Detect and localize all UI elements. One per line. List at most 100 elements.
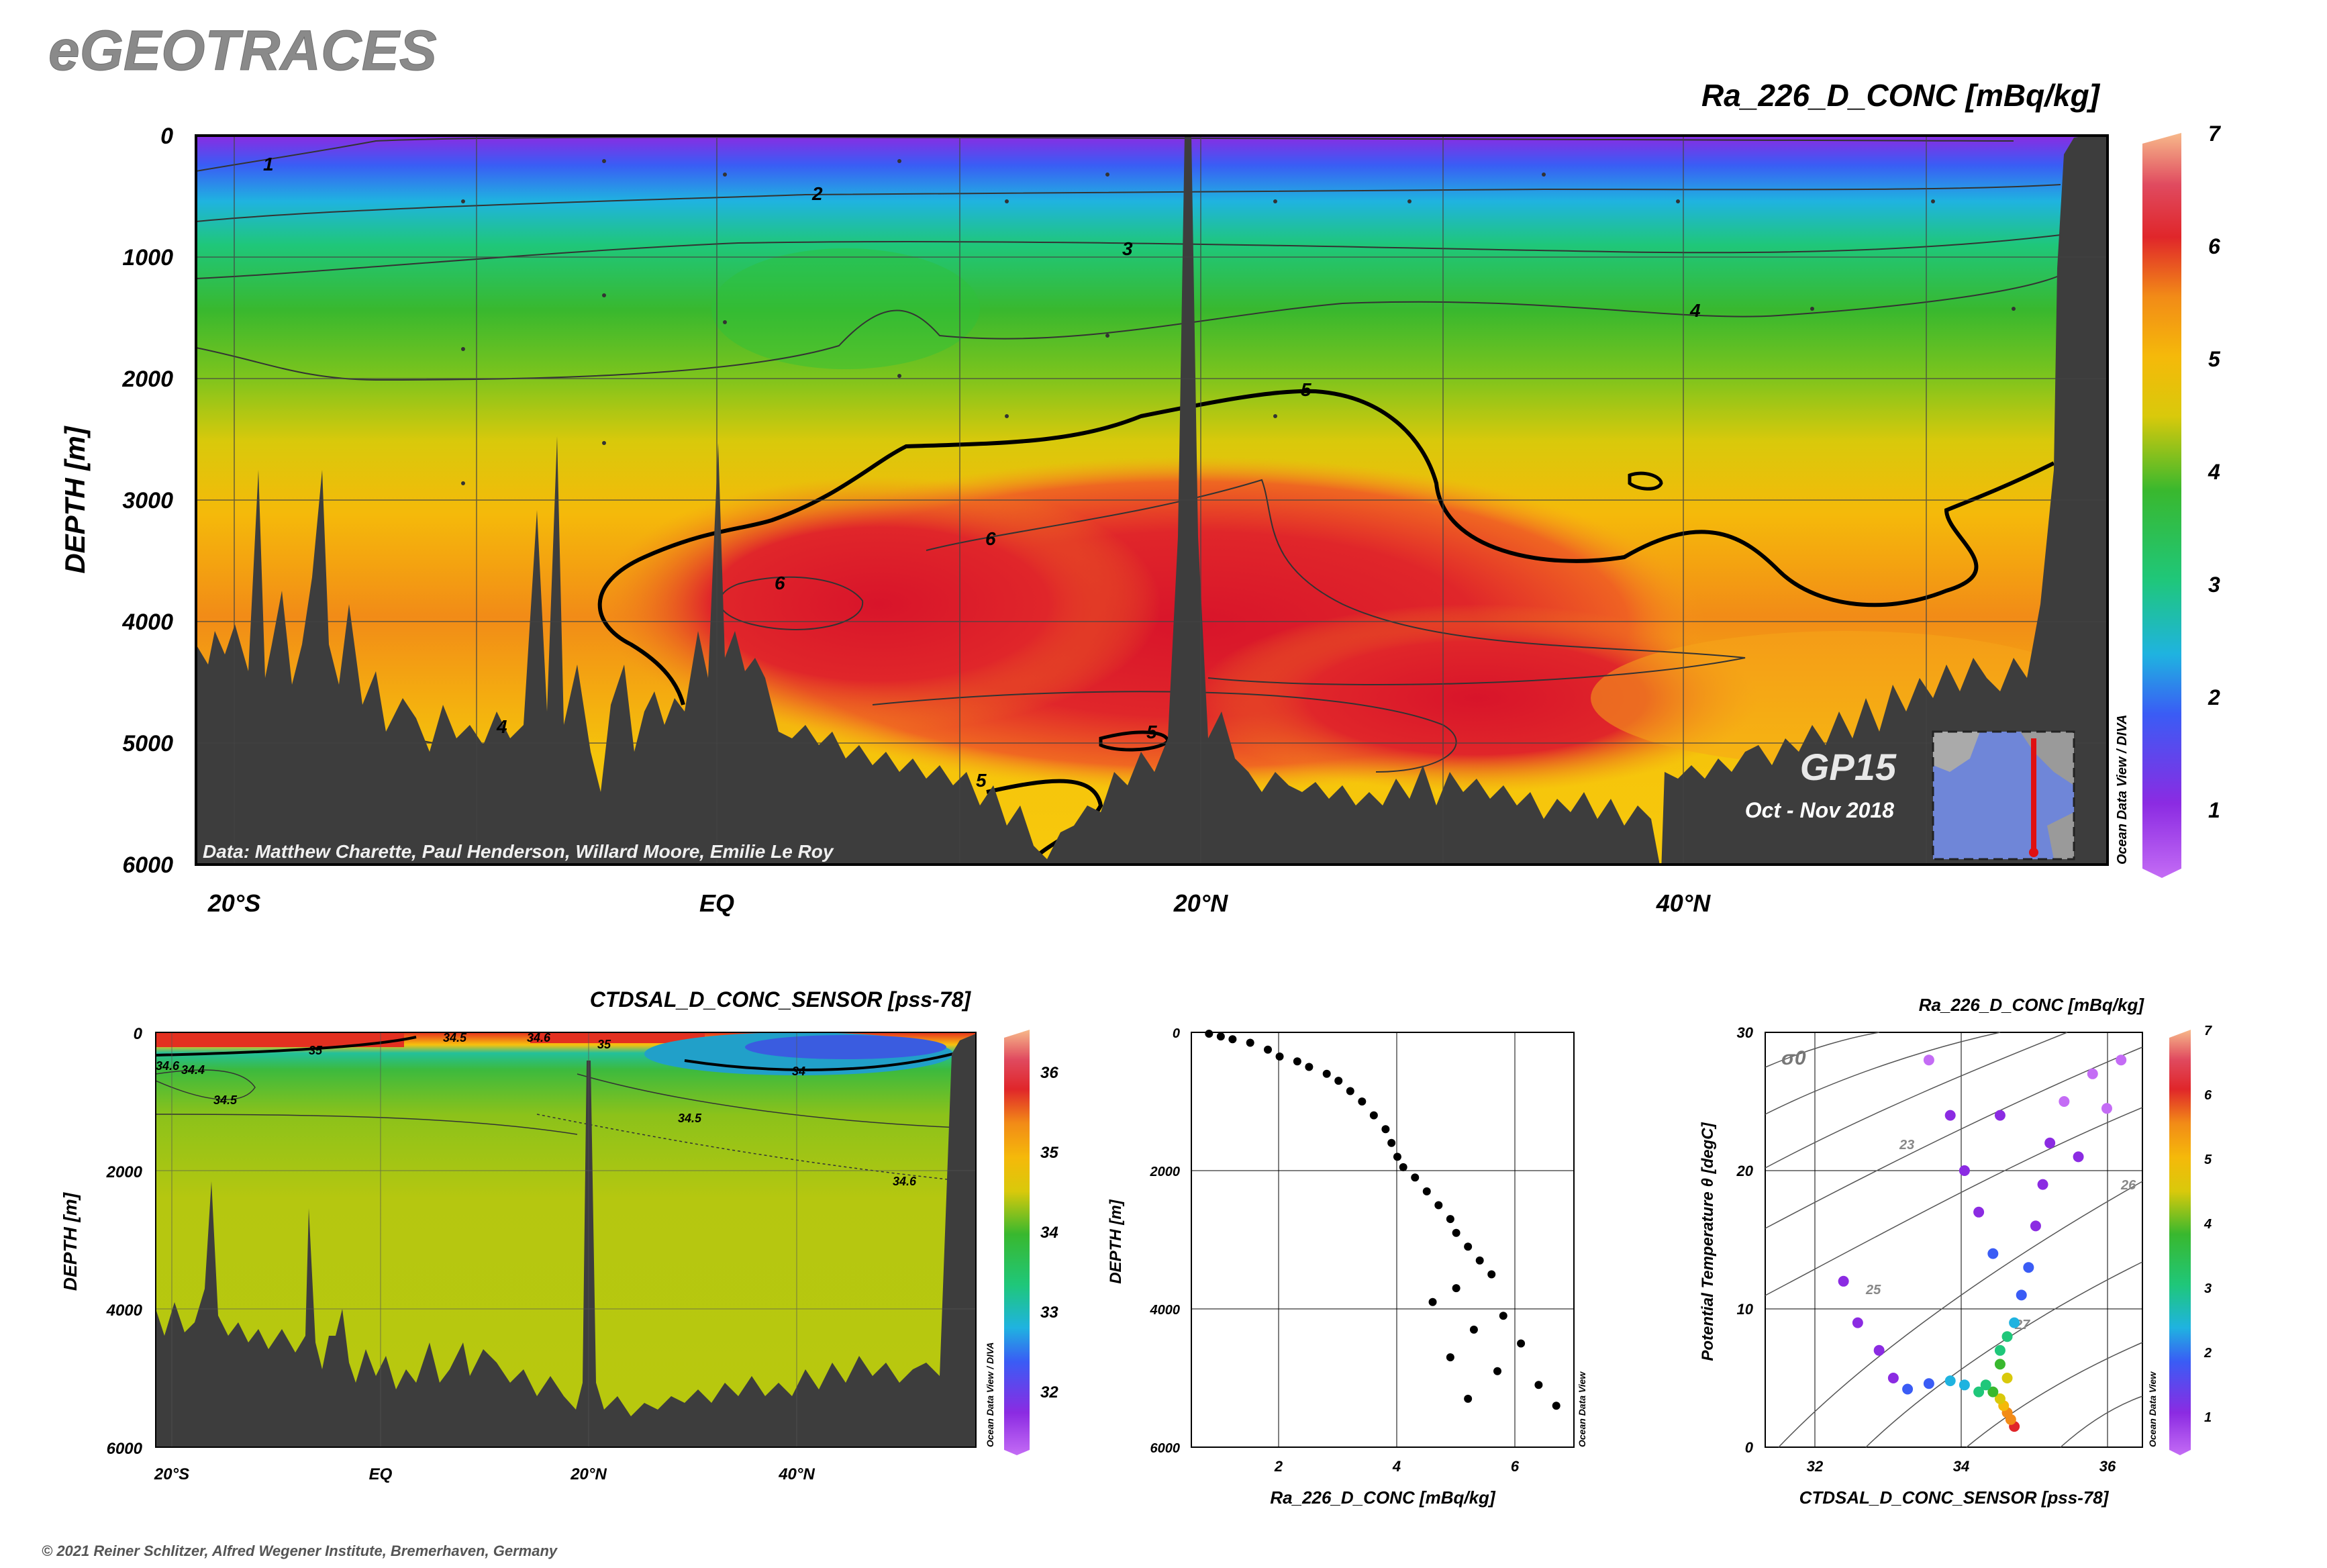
ts-point: [1923, 1055, 1934, 1066]
main-contour-label: 6: [775, 573, 785, 593]
cruise-id: GP15: [1800, 746, 1897, 788]
sal-colorbar: 32 33 34 35 36: [1004, 1030, 1058, 1455]
scatter-point: [1475, 1256, 1484, 1265]
scatter-y-tick: 0: [1173, 1026, 1180, 1041]
scatter-watermark: Ocean Data View: [1577, 1371, 1587, 1447]
ts-isopycnals: [1765, 1032, 2143, 1448]
ts-colorbar-tick: 5: [2204, 1153, 2212, 1167]
ts-point: [1987, 1248, 1999, 1259]
sal-colorbar-tick: 32: [1040, 1383, 1058, 1402]
ts-point: [2101, 1103, 2112, 1114]
ts-title: Ra_226_D_CONC [mBq/kg]: [1919, 995, 2145, 1015]
ts-sigma-label: σ0: [1781, 1047, 1806, 1069]
sal-contour-label: 34.5: [213, 1093, 238, 1107]
main-colorbar-tick: 7: [2208, 121, 2222, 146]
ts-x-tick: 32: [1807, 1458, 1824, 1475]
main-depth-tick: 4000: [121, 609, 173, 635]
main-ra-core-secondary: [597, 477, 1161, 732]
main-lat-tick: 20°N: [1173, 889, 1228, 917]
ts-point: [1902, 1383, 1914, 1395]
ts-point: [1980, 1379, 1991, 1391]
ts-point: [1887, 1373, 1899, 1383]
scatter-x-ticks: 2 4 6: [1274, 1458, 1520, 1475]
sal-contour-label: 35: [309, 1044, 323, 1057]
ra-depth-scatter: Ra_226_D_CONC [mBq/kg] DEPTH [m] 2 4 6 0…: [1107, 1026, 1587, 1508]
ts-point: [1873, 1344, 1885, 1356]
scatter-x-tick: 4: [1392, 1458, 1401, 1475]
main-contour-5-deep: [872, 691, 1457, 773]
scatter-y-axis-label: DEPTH [m]: [1107, 1199, 1125, 1283]
main-depth-tick: 5000: [122, 731, 173, 756]
sal-contour-label: 34.6: [156, 1059, 180, 1073]
ts-y-tick: 30: [1737, 1024, 1754, 1041]
scatter-point: [1487, 1270, 1496, 1279]
main-contour-label: 6: [985, 528, 996, 549]
main-section-title: Ra_226_D_CONC [mBq/kg]: [1701, 78, 2101, 113]
ts-isopycnal-label: 26: [2120, 1178, 2136, 1193]
scatter-point: [1469, 1325, 1478, 1334]
scatter-point: [1428, 1297, 1437, 1306]
scatter-point: [1381, 1125, 1390, 1134]
ts-point: [1959, 1379, 1970, 1391]
sal-colorbar-tick: 34: [1040, 1224, 1058, 1242]
ts-isopycnal-label: 23: [1899, 1138, 1914, 1153]
ts-colorbar: 1 2 3 4 5 6 7: [2169, 1024, 2212, 1455]
sal-contour-label: 34.6: [893, 1175, 917, 1188]
ts-point: [2030, 1220, 2041, 1232]
main-contour-labels: 1 2 3 4 4 5 5 5 6 6: [263, 154, 1701, 791]
ts-point: [1994, 1393, 2006, 1404]
scatter-point: [1534, 1381, 1543, 1389]
scatter-point: [1434, 1201, 1443, 1210]
ts-x-tick: 36: [2099, 1458, 2116, 1475]
scatter-point: [1493, 1367, 1501, 1375]
sal-grid: [156, 1032, 976, 1447]
main-contour-label: 4: [496, 716, 507, 737]
main-watermark: Ocean Data View / DIVA: [2115, 715, 2130, 865]
scatter-point: [1464, 1242, 1473, 1251]
scatter-point: [1246, 1038, 1254, 1047]
main-contour-5-loop: [1628, 471, 1663, 491]
scatter-point: [1552, 1402, 1561, 1410]
sal-colorbar-tick: 33: [1040, 1304, 1058, 1322]
sal-contour-label: 34.6: [527, 1031, 551, 1044]
main-contour-5-lower: [986, 779, 1103, 865]
main-depth-tick: 1000: [122, 245, 173, 271]
ts-point: [1838, 1275, 1849, 1287]
main-y-axis-label: DEPTH [m]: [59, 425, 91, 573]
main-contour-4: [196, 275, 2061, 381]
ts-point: [1852, 1317, 1863, 1328]
ts-points: [1838, 1055, 2127, 1432]
sal-contour-label: 34.5: [443, 1031, 467, 1044]
ts-y-tick: 20: [1736, 1163, 1754, 1179]
salinity-section-plot: CTDSAL_D_CONC_SENSOR [pss-78] 35 34.5 34…: [60, 987, 1058, 1483]
scatter-point: [1369, 1111, 1378, 1120]
sal-surface-red-2: [530, 1032, 705, 1043]
sal-contour-label: 34: [792, 1065, 805, 1078]
ts-y-axis-label: Potential Temperature θ [degC]: [1699, 1122, 1717, 1361]
ts-colorbar-tick: 7: [2204, 1024, 2212, 1038]
sal-y-axis-label: DEPTH [m]: [60, 1191, 81, 1291]
main-depth-tick: 6000: [122, 852, 173, 878]
scatter-point: [1358, 1097, 1367, 1106]
main-ra-green-patch: [711, 248, 980, 369]
sal-contour-label: 35: [597, 1038, 611, 1051]
main-colorbar-tick: 6: [2208, 234, 2220, 258]
sal-depth-ticks: 0 2000 4000 6000: [106, 1025, 143, 1458]
main-bathymetry: [196, 136, 2108, 865]
ts-point: [2087, 1068, 2098, 1079]
main-contour-1: [196, 136, 2014, 172]
main-lat-tick: EQ: [699, 889, 734, 917]
main-contour-label: 1: [263, 154, 274, 175]
ts-point: [2116, 1055, 2127, 1066]
scatter-point: [1216, 1032, 1225, 1041]
ts-point: [1923, 1378, 1934, 1389]
ts-point: [1994, 1110, 2006, 1121]
ts-point: [1973, 1206, 1985, 1218]
scatter-point: [1446, 1215, 1454, 1224]
scatter-grid: [1191, 1032, 1574, 1447]
main-lat-tick: 40°N: [1656, 889, 1711, 917]
sal-depth-tick: 6000: [107, 1440, 143, 1458]
sal-lat-tick: 20°N: [570, 1465, 607, 1483]
main-station-dots: [461, 159, 2016, 485]
main-contour-label: 5: [976, 770, 987, 791]
